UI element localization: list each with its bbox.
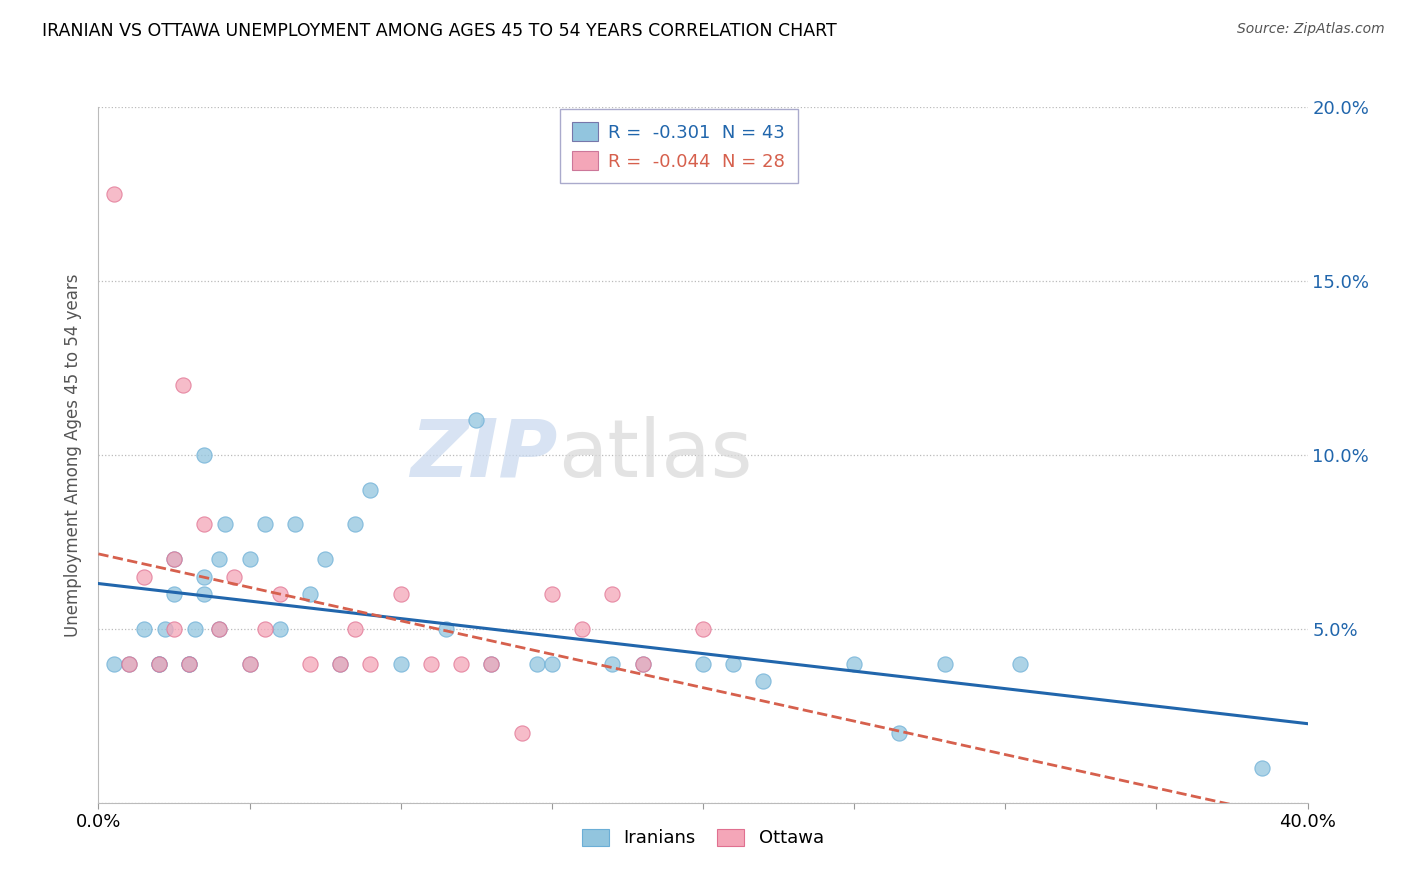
Point (889, 726, 911, 740)
Point (118, 657, 141, 671)
Point (193, 517, 215, 532)
Point (540, 657, 562, 671)
Point (934, 657, 956, 671)
Point (148, 657, 170, 671)
Point (1251, 761, 1274, 775)
Point (450, 657, 472, 671)
Point (118, 657, 141, 671)
Text: ZIP: ZIP (411, 416, 558, 494)
Point (193, 448, 215, 462)
Point (631, 657, 654, 671)
Point (631, 657, 654, 671)
Point (284, 517, 307, 532)
Point (163, 622, 186, 636)
Point (208, 552, 231, 566)
Text: IRANIAN VS OTTAWA UNEMPLOYMENT AMONG AGES 45 TO 54 YEARS CORRELATION CHART: IRANIAN VS OTTAWA UNEMPLOYMENT AMONG AGE… (42, 22, 837, 40)
Point (329, 657, 352, 671)
Point (299, 587, 322, 601)
Point (314, 552, 336, 566)
Point (239, 657, 262, 671)
Point (239, 657, 262, 671)
Point (329, 657, 352, 671)
Point (360, 483, 382, 497)
Point (481, 657, 503, 671)
Point (602, 657, 624, 671)
Point (360, 657, 382, 671)
Point (481, 657, 503, 671)
Point (1010, 657, 1032, 671)
Point (389, 657, 412, 671)
Point (723, 657, 745, 671)
Point (163, 552, 186, 566)
Text: atlas: atlas (558, 416, 752, 494)
Point (193, 570, 215, 584)
Point (153, 622, 176, 636)
Point (179, 657, 201, 671)
Point (526, 657, 548, 671)
Point (389, 587, 412, 601)
Point (184, 622, 207, 636)
Point (420, 657, 443, 671)
Point (103, 187, 125, 202)
Point (148, 657, 170, 671)
Point (132, 622, 155, 636)
Point (239, 552, 262, 566)
Point (208, 622, 231, 636)
Point (540, 587, 562, 601)
Point (434, 622, 457, 636)
Point (571, 622, 593, 636)
Point (465, 413, 488, 427)
Point (193, 587, 215, 601)
Point (148, 657, 170, 671)
Point (602, 587, 624, 601)
Point (179, 657, 201, 671)
Point (179, 657, 201, 671)
Point (692, 657, 714, 671)
Text: Source: ZipAtlas.com: Source: ZipAtlas.com (1237, 22, 1385, 37)
Point (253, 622, 276, 636)
Y-axis label: Unemployment Among Ages 45 to 54 years: Unemployment Among Ages 45 to 54 years (65, 273, 83, 637)
Point (163, 587, 186, 601)
Legend: Iranians, Ottawa: Iranians, Ottawa (572, 820, 834, 856)
Point (269, 622, 291, 636)
Point (163, 552, 186, 566)
Point (299, 657, 322, 671)
Point (344, 622, 367, 636)
Point (752, 674, 775, 689)
Point (844, 657, 866, 671)
Point (510, 726, 533, 740)
Point (172, 378, 194, 392)
Point (214, 517, 236, 532)
Point (692, 622, 714, 636)
Point (344, 517, 367, 532)
Point (208, 622, 231, 636)
Point (269, 587, 291, 601)
Point (103, 657, 125, 671)
Point (253, 517, 276, 532)
Point (132, 570, 155, 584)
Point (224, 570, 246, 584)
